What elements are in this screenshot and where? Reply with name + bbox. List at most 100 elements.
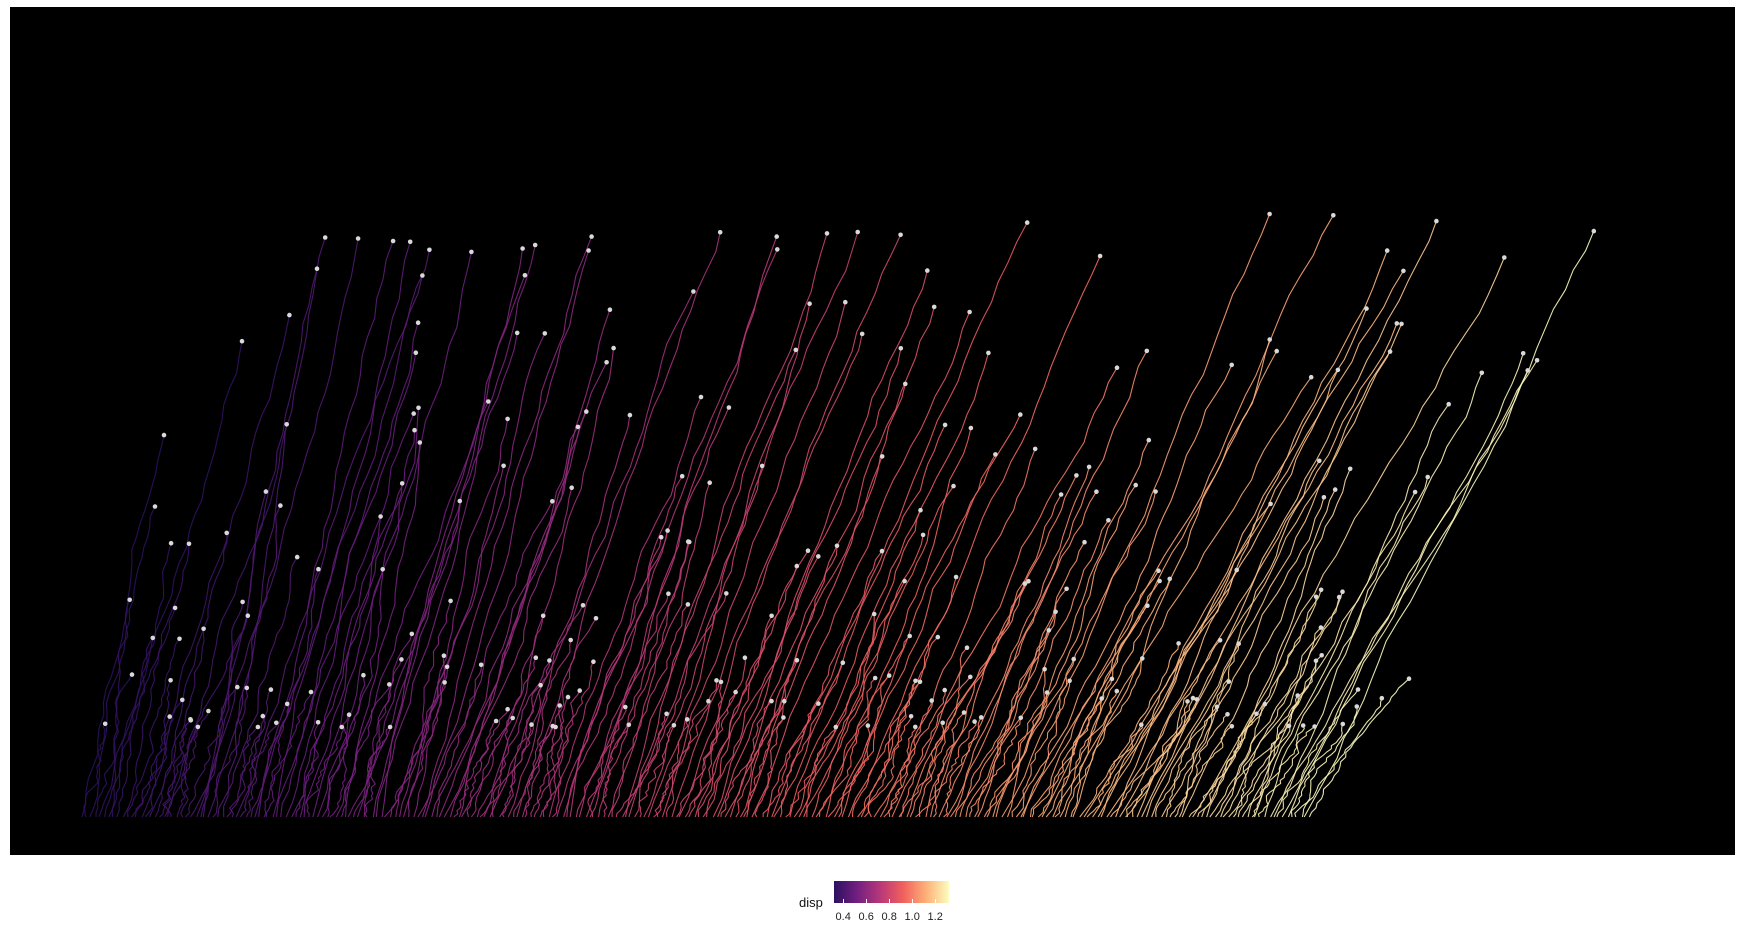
walk-line <box>402 333 546 818</box>
walk-line <box>969 717 1022 818</box>
walk-endpoint <box>707 480 712 486</box>
walk-line <box>634 593 727 818</box>
walk-endpoint <box>255 724 261 730</box>
walk-line <box>706 565 798 818</box>
walk-line <box>891 367 1118 818</box>
walk-endpoint <box>781 715 786 720</box>
walk-endpoint <box>1425 474 1430 480</box>
walk-line <box>1106 323 1398 818</box>
walk-endpoint <box>742 655 748 660</box>
walk-endpoint <box>886 673 892 678</box>
walk-endpoint <box>478 662 484 668</box>
walk-endpoint <box>961 710 967 715</box>
walk-endpoint <box>263 489 269 494</box>
walk-endpoint <box>1157 578 1162 584</box>
walk-endpoint <box>769 698 774 704</box>
walk-endpoint <box>538 682 543 688</box>
walk-endpoint <box>1097 253 1103 259</box>
walk-line <box>825 427 972 818</box>
walk-endpoint <box>978 715 984 720</box>
walk-endpoint <box>840 660 846 665</box>
walk-line <box>212 687 249 818</box>
walk-endpoint <box>287 312 292 318</box>
walk-line <box>417 501 553 818</box>
walk-endpoint <box>1401 268 1406 274</box>
legend-tick-label: 0.6 <box>858 911 874 923</box>
walk-endpoint <box>951 483 956 489</box>
walk-line <box>740 545 838 818</box>
walk-endpoint <box>589 234 594 239</box>
walk-line <box>864 680 917 818</box>
walk-endpoint <box>898 346 904 351</box>
walk-endpoint <box>1274 348 1279 354</box>
walk-endpoint <box>201 626 206 632</box>
walk-line <box>145 680 172 818</box>
walk-line <box>163 726 199 818</box>
walk-line <box>1181 489 1336 818</box>
walk-line <box>827 725 871 818</box>
walk-endpoint <box>706 698 711 704</box>
walk-line <box>413 465 505 818</box>
walk-endpoint <box>1229 362 1234 368</box>
walk-endpoint <box>1354 704 1360 709</box>
walk-endpoint <box>1236 641 1241 646</box>
walk-endpoint <box>584 409 589 414</box>
walk-line <box>841 414 1021 818</box>
walk-line <box>95 674 133 818</box>
walk-endpoint <box>580 603 586 608</box>
walk-endpoint <box>1336 594 1342 600</box>
walk-line <box>661 302 846 818</box>
walk-line <box>141 314 290 818</box>
walk-endpoint <box>1347 466 1353 472</box>
walk-endpoint <box>161 432 167 438</box>
walk-line <box>280 413 415 818</box>
walk-endpoint <box>314 266 320 272</box>
walk-line <box>524 725 554 818</box>
walk-line <box>1059 578 1171 818</box>
walk-line <box>729 306 935 818</box>
legend-tick-label: 1.2 <box>927 911 943 923</box>
walk-line <box>1287 353 1524 818</box>
walk-line <box>754 717 784 818</box>
plot-panel <box>10 7 1735 855</box>
walk-endpoint <box>658 534 664 540</box>
walk-line <box>176 719 191 818</box>
walk-endpoint <box>685 602 691 607</box>
walk-line <box>933 712 965 818</box>
walk-endpoint <box>691 289 696 294</box>
walk-endpoint <box>188 717 193 722</box>
walk-line <box>1011 658 1075 818</box>
walk-endpoint <box>522 273 528 278</box>
walk-endpoint <box>409 631 415 637</box>
walk-line <box>363 633 413 818</box>
walk-line <box>159 719 192 818</box>
walk-endpoint <box>514 330 520 336</box>
walk-endpoint <box>1384 248 1390 253</box>
walk-endpoint <box>505 706 510 712</box>
walk-endpoint <box>260 713 266 719</box>
walk-endpoint <box>380 567 386 572</box>
walk-line <box>364 726 391 818</box>
walk-endpoint <box>427 247 432 253</box>
walk-line <box>806 614 875 818</box>
walk-line <box>954 630 1050 818</box>
walk-endpoint <box>940 720 945 726</box>
legend-title: disp <box>799 895 823 910</box>
walk-line <box>507 415 631 818</box>
walk-line <box>1086 724 1144 818</box>
walk-line <box>552 690 581 818</box>
walk-line <box>223 505 281 818</box>
walk-endpoint <box>444 664 450 670</box>
walk-line <box>611 604 689 818</box>
walk-endpoint <box>1479 370 1485 376</box>
walk-endpoint <box>972 719 977 724</box>
walk-line <box>1303 230 1595 818</box>
walk-endpoint <box>1295 693 1300 698</box>
walk-endpoint <box>898 232 903 238</box>
walk-endpoint <box>805 548 811 553</box>
walk-endpoint <box>1064 586 1069 592</box>
walk-endpoint <box>816 554 821 559</box>
walk-endpoint <box>1268 501 1273 507</box>
walk-line <box>983 669 1046 818</box>
walk-line <box>697 615 773 818</box>
